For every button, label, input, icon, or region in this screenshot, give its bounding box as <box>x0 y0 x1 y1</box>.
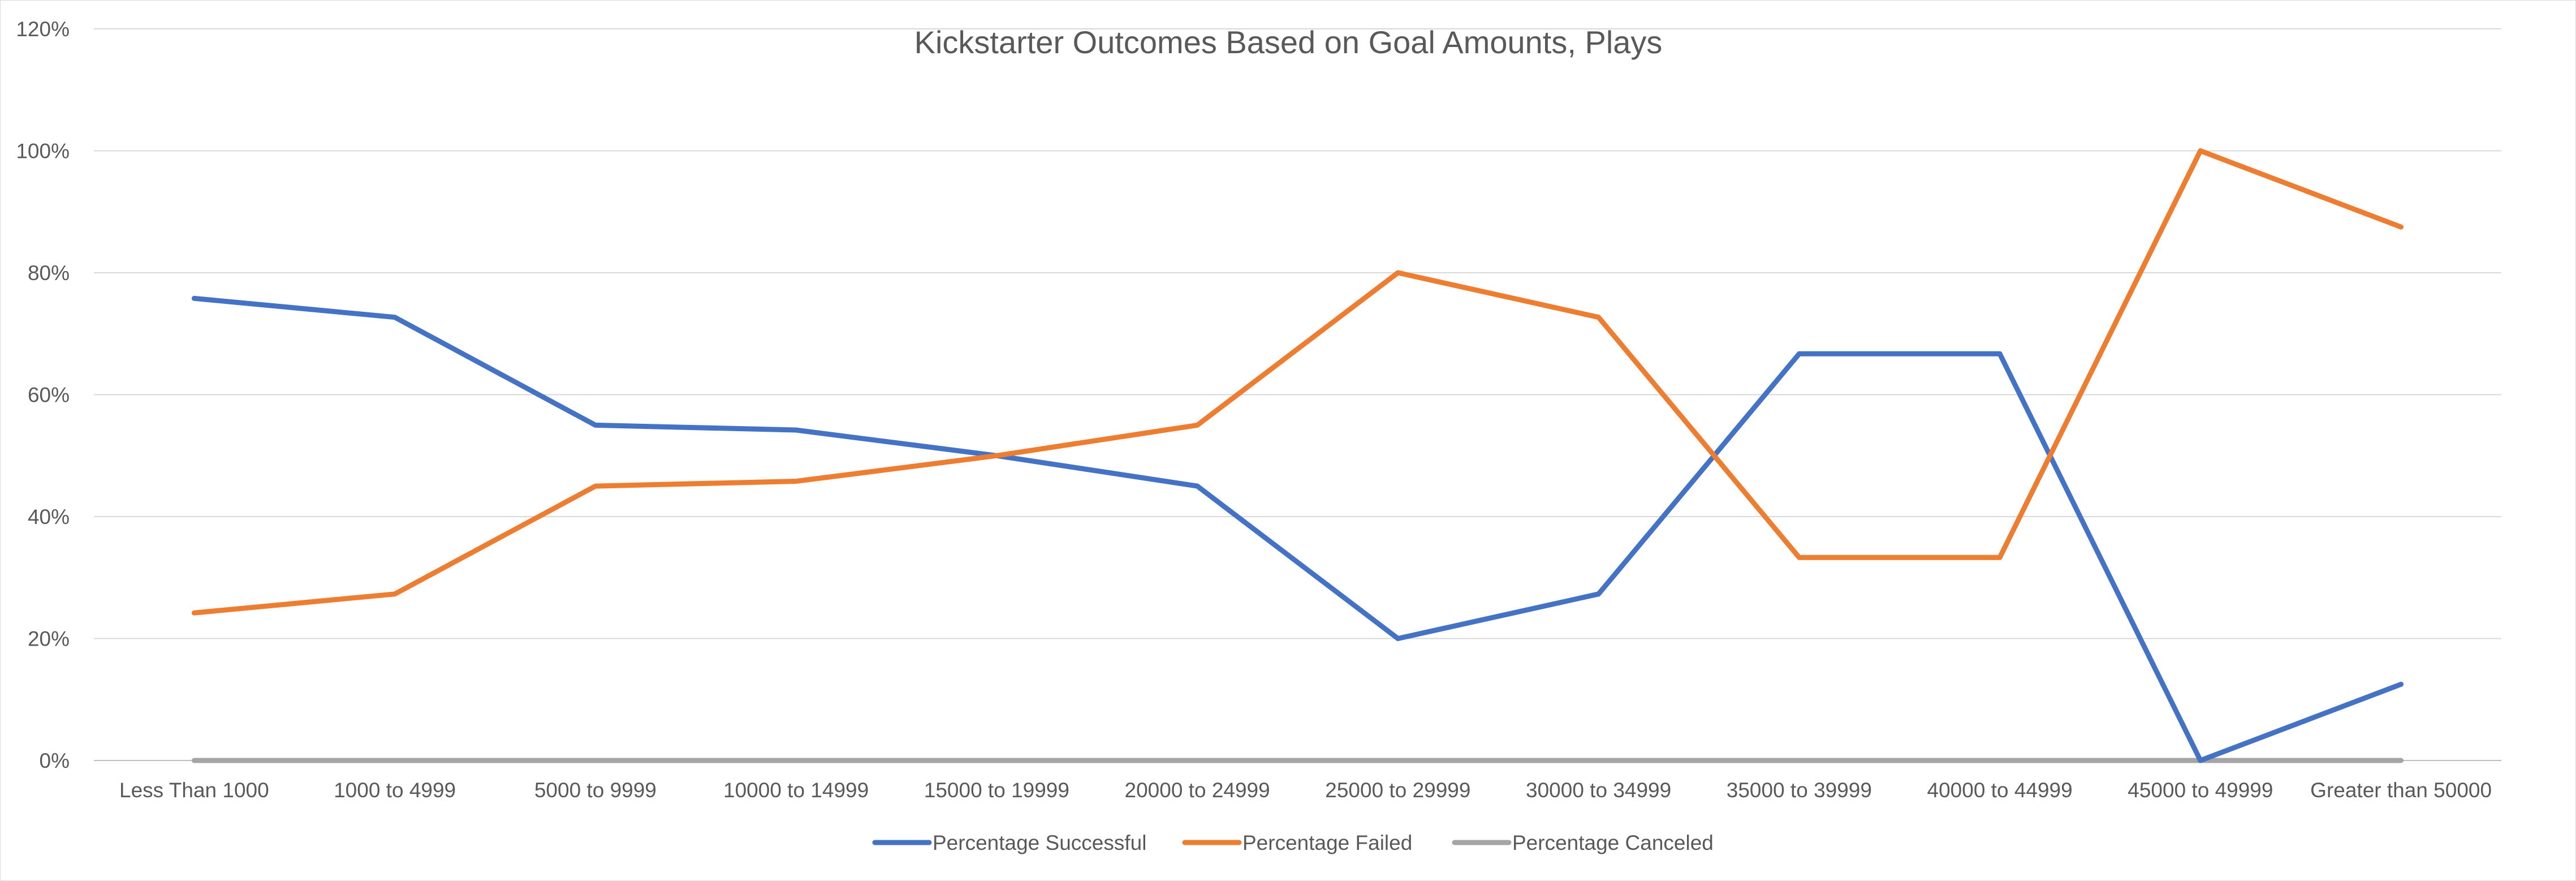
y-tick-label: 120% <box>16 18 70 41</box>
chart-title: Kickstarter Outcomes Based on Goal Amoun… <box>914 24 1663 60</box>
y-axis-tick-labels: 0% 20% 40% 60% 80% 100% 120% <box>16 18 70 772</box>
x-tick-label: 20000 to 24999 <box>1125 779 1270 802</box>
legend-label: Percentage Successful <box>933 831 1146 854</box>
series-lines <box>191 148 2404 763</box>
x-axis-tick-labels: Less Than 1000 1000 to 4999 5000 to 9999 10… <box>119 779 2492 802</box>
y-tick-label: 20% <box>28 628 70 651</box>
x-tick-label: 15000 to 19999 <box>924 779 1069 802</box>
x-tick-label: Greater than 50000 <box>2310 779 2492 802</box>
x-tick-label: Less Than 1000 <box>119 779 269 802</box>
legend-item-percentage-successful[interactable]: Percentage Successful <box>872 831 1146 854</box>
y-tick-label: 40% <box>28 505 70 528</box>
legend-item-percentage-canceled[interactable]: Percentage Canceled <box>1452 831 1714 854</box>
x-tick-label: 25000 to 29999 <box>1325 779 1470 802</box>
x-tick-label: 10000 to 14999 <box>723 779 869 802</box>
x-tick-label: 1000 to 4999 <box>334 779 456 802</box>
legend-label: Percentage Failed <box>1242 831 1412 854</box>
legend-item-percentage-failed[interactable]: Percentage Failed <box>1182 831 1412 854</box>
series-line-percentage-successful <box>191 295 2404 763</box>
x-tick-label: 30000 to 34999 <box>1526 779 1671 802</box>
x-tick-label: 40000 to 44999 <box>1927 779 2073 802</box>
gridlines <box>94 28 2501 639</box>
y-tick-label: 80% <box>28 261 70 285</box>
x-tick-label: 45000 to 49999 <box>2128 779 2273 802</box>
x-tick-label: 35000 to 39999 <box>1727 779 1872 802</box>
legend-label: Percentage Canceled <box>1512 831 1714 854</box>
y-tick-label: 0% <box>40 749 70 772</box>
y-tick-label: 100% <box>16 140 70 163</box>
x-tick-label: 5000 to 9999 <box>534 779 657 802</box>
series-line-percentage-failed <box>191 148 2404 616</box>
y-tick-label: 60% <box>28 384 70 407</box>
legend[interactable]: Percentage Successful Percentage Failed Pe… <box>872 831 1714 854</box>
